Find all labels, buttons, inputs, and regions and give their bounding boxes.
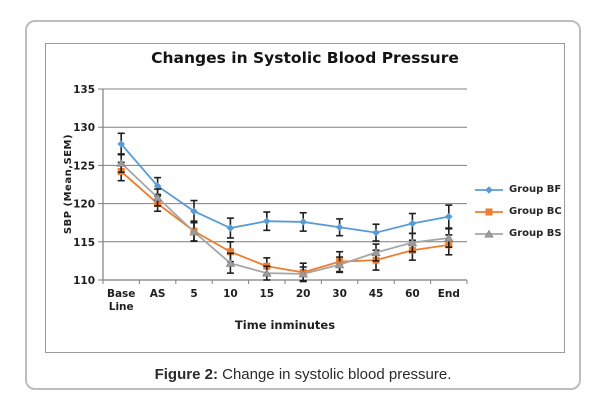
data-point-marker [263,217,271,225]
series-group-bs [116,153,454,282]
legend-item: Group BC [474,205,562,218]
y-tick-label: 135 [73,84,95,96]
x-tick-label: 20 [296,288,311,300]
diamond-marker-icon [475,185,503,194]
legend-label: Group BC [509,206,562,217]
data-point-marker [189,227,199,236]
x-tick-labels: Base Line AS 5 10 15 20 30 45 60 End [107,288,460,313]
figure-outer-frame: Changes in Systolic Blood Pressure 110 11… [25,20,581,390]
y-tick-label: 115 [73,237,95,249]
data-point-marker [444,233,454,242]
plot-svg: 110 115 120 125 130 135 Base Line AS 5 10 15 20 30 45 6… [73,84,468,332]
data-point-marker [190,207,198,216]
x-tick-label: 60 [405,288,420,300]
data-point-marker [226,248,234,256]
chart-area: Changes in Systolic Blood Pressure 110 11… [45,43,565,353]
data-point-marker [372,228,380,237]
x-tick-label: 45 [369,288,384,300]
legend-item: Group BS [474,227,562,240]
x-axis-title-text: Time inminutes [235,318,335,332]
y-tick-label: 110 [73,275,95,287]
data-point-marker [262,268,272,277]
y-tick-label: 130 [73,122,95,134]
data-point-marker [153,182,162,190]
x-tick-label: 10 [223,288,238,300]
x-tick-label: 30 [332,288,347,300]
y-tick-labels: 110 115 120 125 130 135 [73,84,95,287]
data-point-marker [335,223,344,232]
data-point-marker [117,140,125,148]
data-point-marker [445,212,453,221]
data-point-marker [485,208,493,215]
legend-item: Group BF [474,183,562,196]
data-point-marker [371,248,381,256]
data-point-marker [225,259,236,267]
caption-prefix: Figure 2: [154,366,218,383]
y-axis-title: SBP (Mean,SEM) [63,133,74,235]
figure-caption: Figure 2: Change in systolic blood press… [27,366,579,383]
x-tick-label: 15 [259,288,274,300]
square-marker-icon [475,208,503,215]
x-tick-label: AS [150,288,166,300]
data-point-marker [407,238,418,247]
x-tick-label: Base Line [107,288,135,313]
data-point-marker [408,219,417,228]
x-ticks [102,280,468,284]
y-tick-label: 120 [73,199,95,211]
series-line [120,143,450,234]
x-tick-label: 5 [190,288,197,300]
data-point-marker [299,218,307,226]
series-line [120,162,450,275]
x-tick-label: End [438,288,460,300]
chart-title: Changes in Systolic Blood Pressure [151,49,459,67]
data-point-marker [226,224,235,232]
data-point-marker [334,260,345,269]
data-point-marker [152,193,163,201]
legend-label: Group BS [509,228,562,239]
series-line [120,170,450,274]
y-tick-label: 125 [73,160,95,172]
series-group-bf [117,132,453,242]
legend: Group BF Group BC Group BS [474,183,562,249]
data-point-marker [484,229,494,237]
legend-label: Group BF [509,184,562,195]
data-point-marker [116,158,126,167]
data-point-marker [485,185,493,194]
caption-text: Change in systolic blood pressure. [222,366,452,383]
triangle-marker-icon [475,229,503,237]
data-point-marker [298,269,308,278]
